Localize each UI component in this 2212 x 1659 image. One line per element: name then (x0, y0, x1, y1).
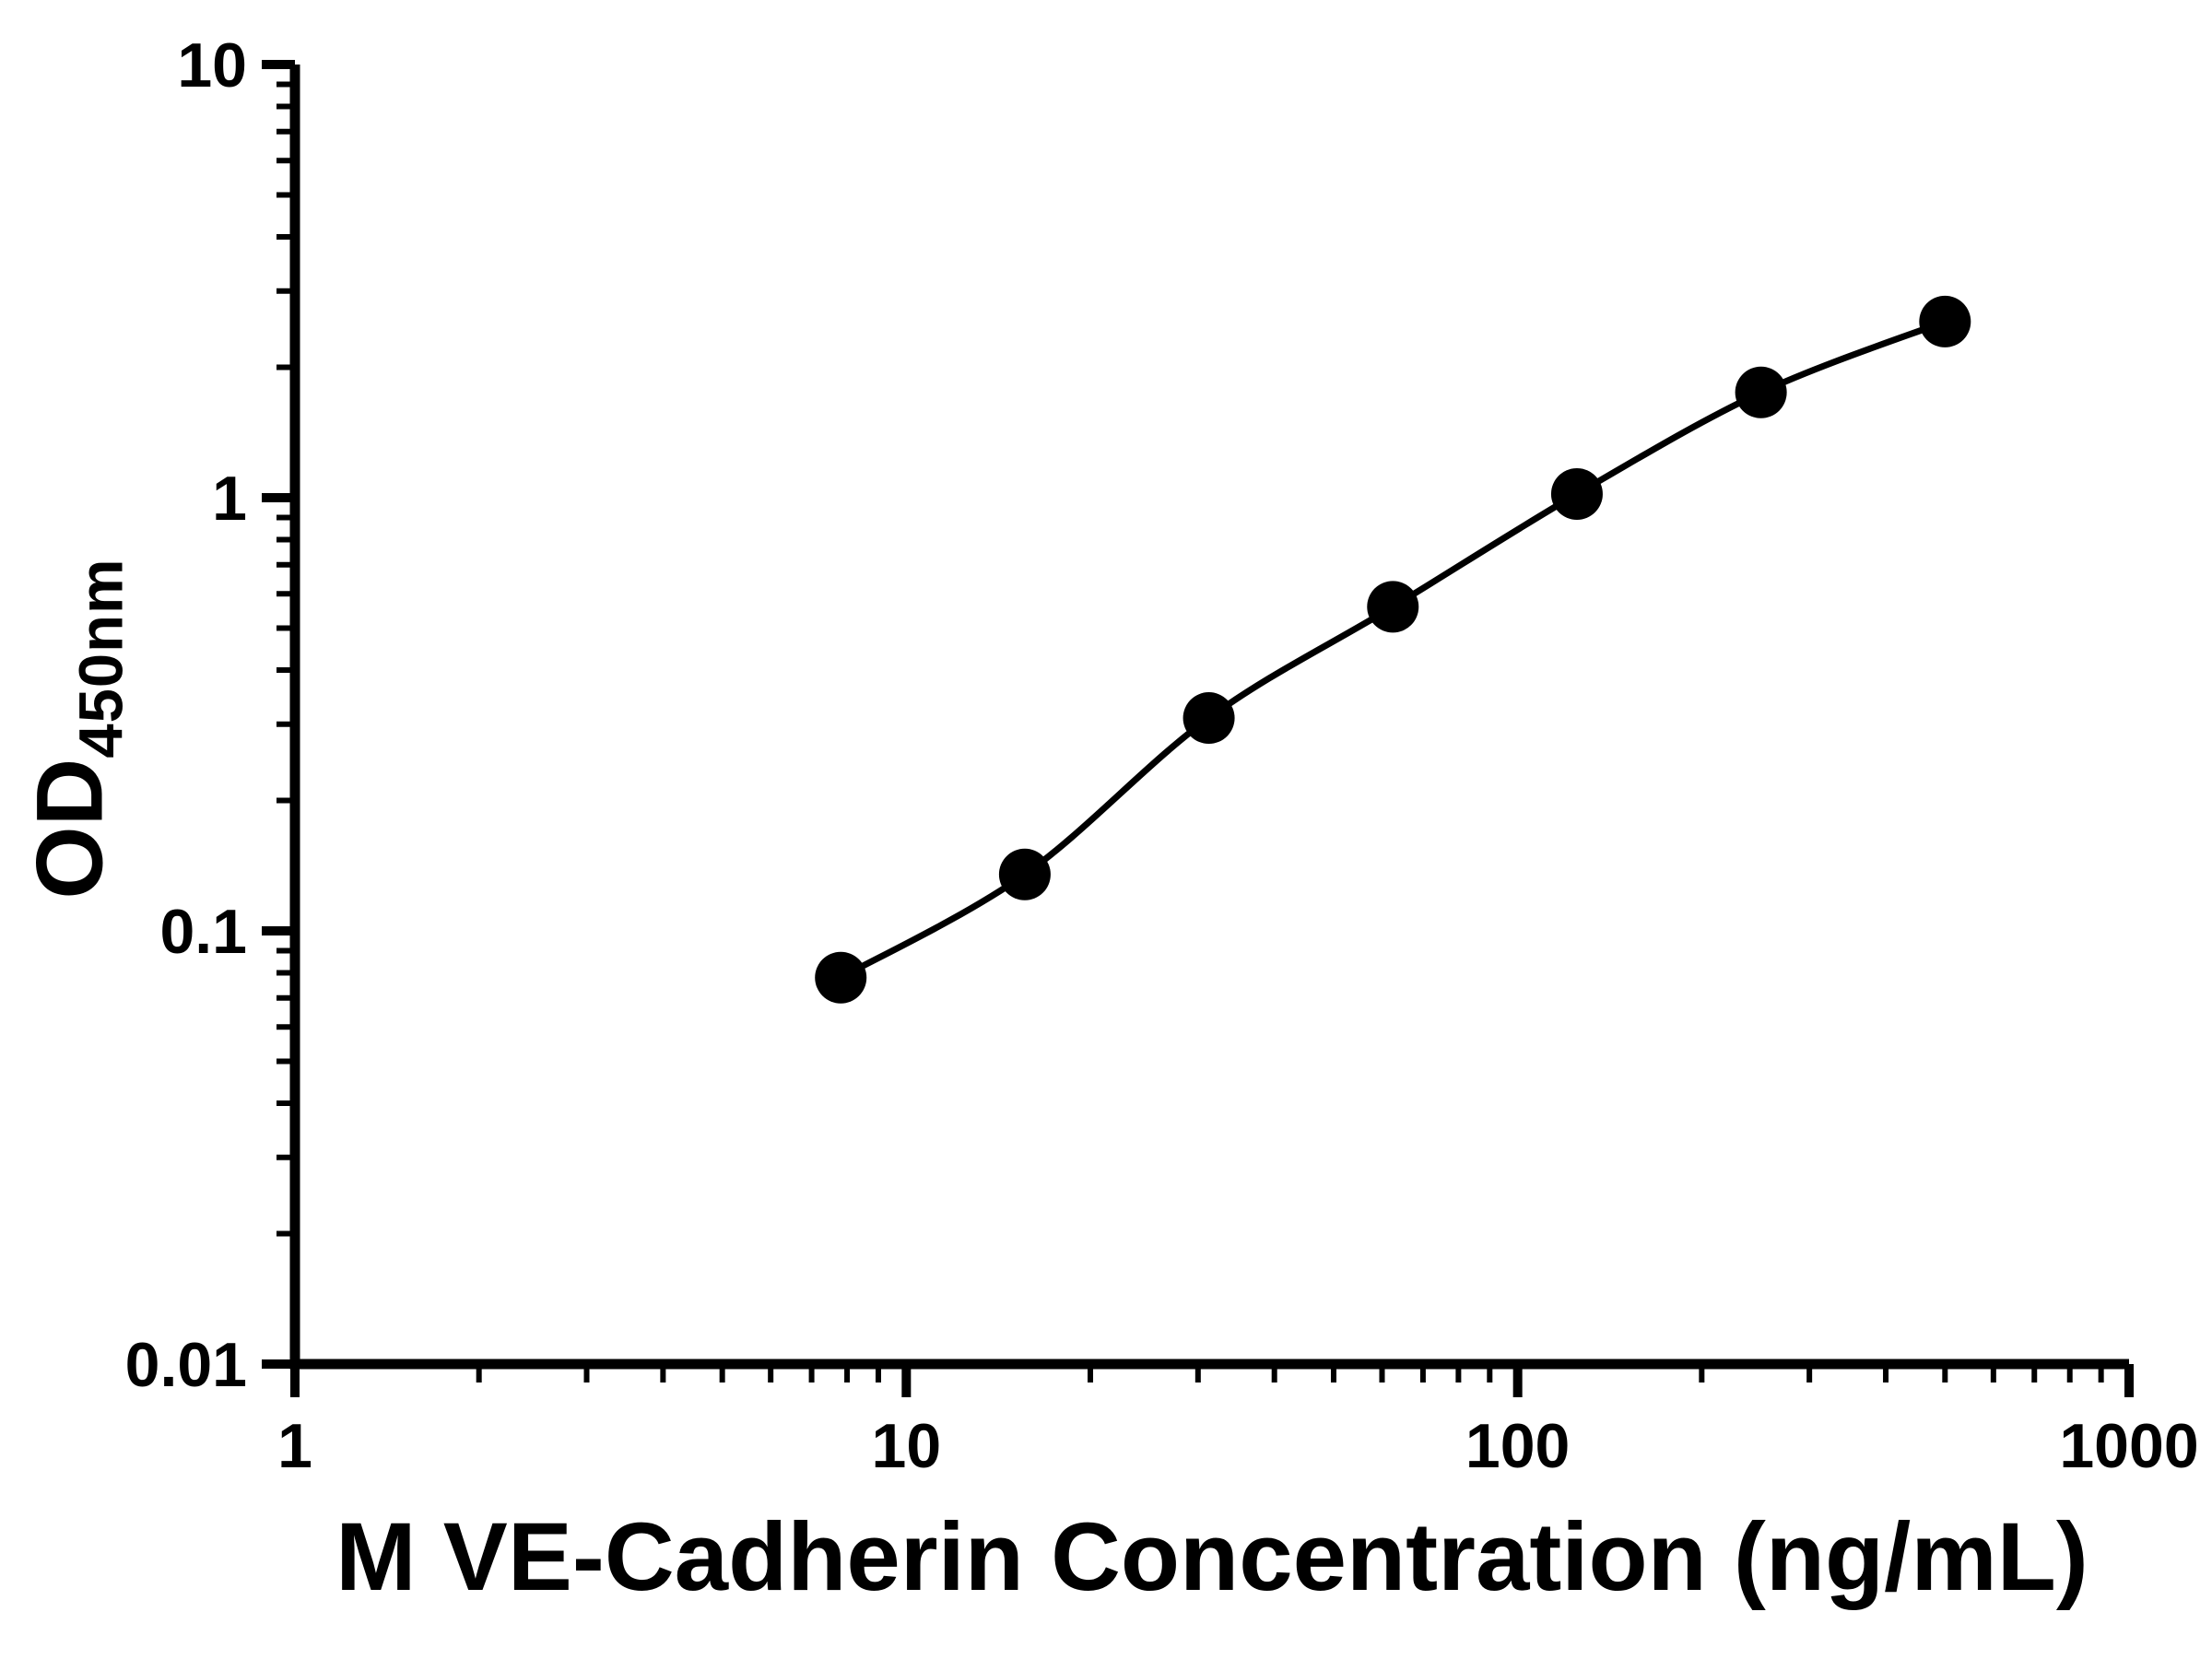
data-point (1919, 295, 1971, 347)
x-tick-label: 1 (277, 1411, 312, 1481)
x-tick-label: 100 (1465, 1411, 1570, 1481)
y-axis-title-subscript: 450nm (66, 558, 136, 759)
x-tick-label: 10 (872, 1411, 942, 1481)
data-point (1182, 692, 1235, 745)
y-tick-label: 10 (177, 30, 247, 100)
data-point (1735, 366, 1787, 418)
x-tick-label: 1000 (2059, 1411, 2198, 1481)
data-point (1550, 467, 1603, 520)
y-tick-label: 0.01 (125, 1330, 247, 1400)
y-axis-title: OD450nm (17, 347, 136, 1112)
data-point (815, 951, 867, 1004)
y-tick-label: 1 (212, 464, 247, 534)
y-axis-title-base: OD (17, 758, 123, 900)
data-point (1367, 581, 1419, 633)
y-tick-label: 0.1 (159, 897, 247, 967)
x-axis-title: M VE-Cadherin Concentration (ng/mL) (335, 1503, 2088, 1611)
data-point (998, 848, 1051, 900)
